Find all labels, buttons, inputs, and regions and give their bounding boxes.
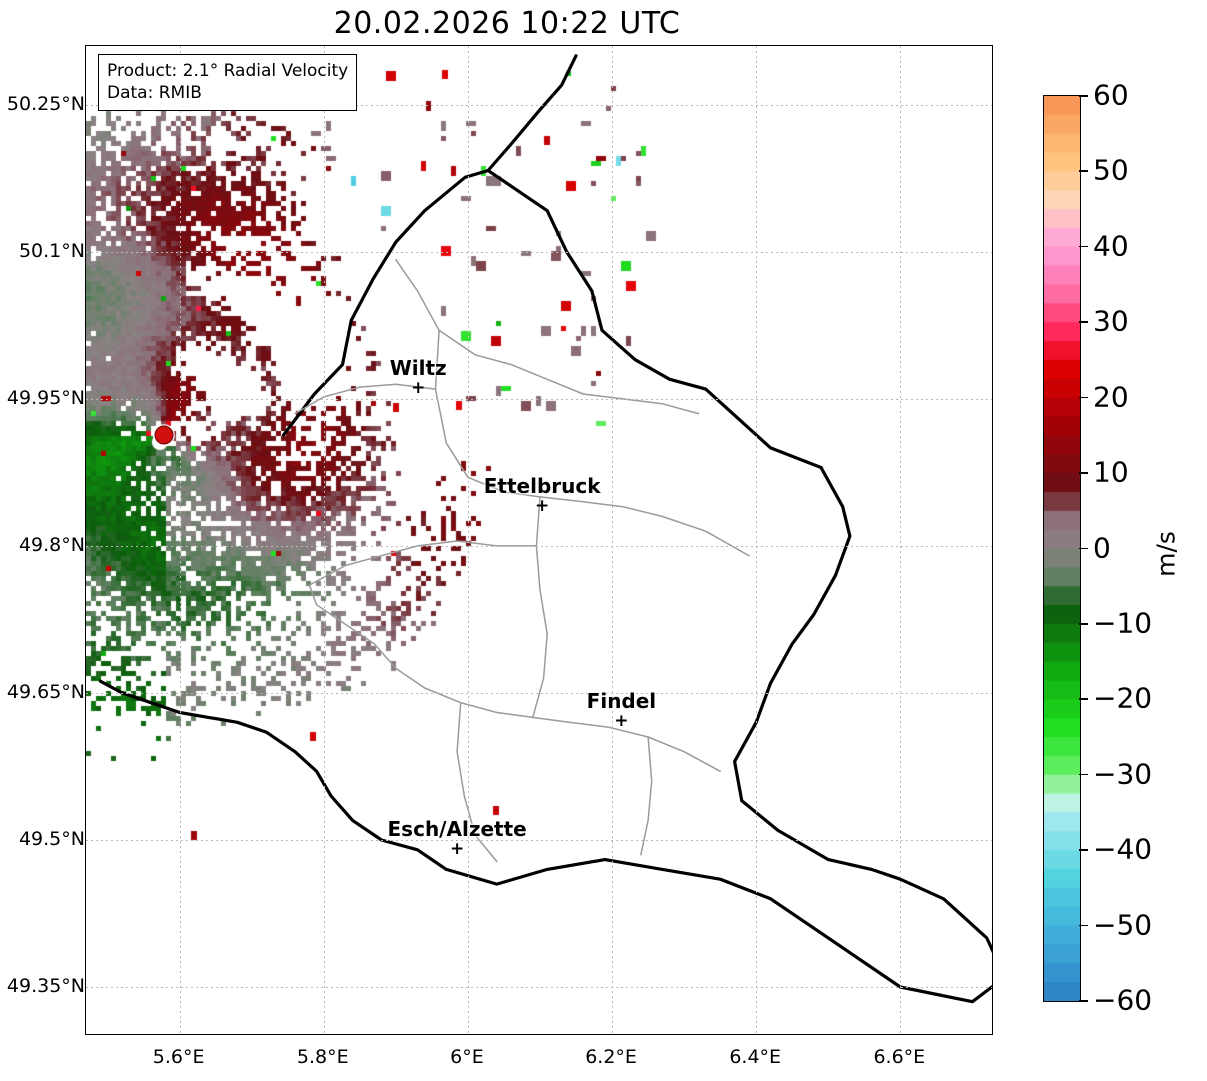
internal-boundary <box>395 258 584 395</box>
internal-boundary <box>582 393 700 415</box>
map-plot-area[interactable]: Product: 2.1° Radial Velocity Data: RMIB W… <box>85 45 993 1035</box>
internal-boundary <box>456 701 498 863</box>
internal-boundary <box>308 564 376 645</box>
city-label: Ettelbruck <box>483 473 601 498</box>
page-title: 20.02.2026 10:22 UTC <box>333 6 681 41</box>
city-marker-findel: Findel + <box>586 689 657 732</box>
colorbar-tickmark <box>1079 472 1088 474</box>
y-axis-tick-label: 49.95°N <box>6 386 85 409</box>
colorbar-tick-label: 20 <box>1093 380 1129 414</box>
internal-boundary <box>640 736 653 856</box>
colorbar-tick-label: 60 <box>1093 78 1129 112</box>
y-axis-tick-label: 50.1°N <box>18 239 85 262</box>
radar-velocity-layer <box>86 46 992 1034</box>
product-info-box: Product: 2.1° Radial Velocity Data: RMIB <box>98 54 358 112</box>
x-axis-tick-label: 5.8°E <box>296 1046 349 1068</box>
info-product-line: Product: 2.1° Radial Velocity <box>107 61 349 81</box>
internal-boundary <box>539 496 750 557</box>
gridline-horizontal <box>86 545 992 547</box>
colorbar-tick-label: 10 <box>1093 455 1129 489</box>
colorbar-tick-label: 50 <box>1093 153 1129 187</box>
colorbar-tick-label: 0 <box>1093 531 1111 564</box>
x-axis-tick-label: 6.2°E <box>585 1046 637 1068</box>
x-axis-tick-label: 5.6°E <box>152 1046 205 1068</box>
colorbar-tickmark <box>1079 622 1088 625</box>
colorbar-tick-label: 40 <box>1093 229 1129 263</box>
city-marker-esch-alzette: Esch/Alzette + <box>387 816 527 859</box>
colorbar-tick-label: −30 <box>1093 757 1153 791</box>
gridline-vertical <box>612 46 614 1034</box>
colorbar-tickmark <box>1079 547 1088 550</box>
city-point-icon: + <box>614 711 629 732</box>
gridline-vertical <box>323 46 325 1034</box>
city-point-icon: + <box>411 378 426 399</box>
colorbar-tickmark <box>1079 849 1088 851</box>
map-clip: Product: 2.1° Radial Velocity Data: RMIB W… <box>86 46 992 1034</box>
city-label: Findel <box>586 689 657 714</box>
colorbar-tickmark <box>1079 1000 1088 1002</box>
gridline-vertical <box>179 46 181 1034</box>
colorbar-tick-label: 30 <box>1093 304 1129 338</box>
colorbar-unit-label: m/s <box>1151 531 1181 577</box>
colorbar-tickmark <box>1079 95 1088 97</box>
internal-boundary <box>344 540 538 567</box>
colorbar-tickmark <box>1079 773 1088 776</box>
colorbar-tick-label: −10 <box>1093 606 1153 640</box>
gridline-horizontal <box>86 692 992 694</box>
city-marker-wiltz: Wiltz + <box>389 356 447 399</box>
gridline-horizontal <box>86 839 992 841</box>
colorbar-tick-label: −40 <box>1093 832 1153 866</box>
colorbar-tick-label: −20 <box>1093 681 1153 715</box>
gridline-horizontal <box>86 398 992 400</box>
x-axis-tick-label: 6°E <box>450 1046 484 1068</box>
country-border-luxembourg <box>98 168 992 1004</box>
x-axis-tick-label: 6.4°E <box>729 1046 782 1068</box>
internal-boundary <box>532 496 548 719</box>
internal-boundary <box>373 643 534 719</box>
internal-boundary <box>434 329 541 498</box>
gridline-horizontal <box>86 986 992 988</box>
y-axis-tick-label: 49.65°N <box>6 680 85 703</box>
gridline-vertical <box>467 46 469 1034</box>
radar-site-icon <box>154 425 174 445</box>
internal-boundary <box>532 716 721 773</box>
gridline-vertical <box>756 46 758 1034</box>
x-axis-tick-label: 6.6°E <box>873 1046 926 1068</box>
colorbar-tick-label: −60 <box>1093 983 1153 1017</box>
city-marker-ettelbruck: Ettelbruck + <box>483 473 601 516</box>
info-data-line: Data: RMIB <box>107 83 202 104</box>
colorbar-tickmark <box>1079 170 1088 172</box>
y-axis-tick-label: 50.25°N <box>6 92 85 115</box>
colorbar-tickmark <box>1079 321 1088 323</box>
gridline-vertical <box>900 46 902 1034</box>
colorbar-tickmark <box>1079 698 1088 700</box>
gridline-horizontal <box>86 104 992 106</box>
gridline-horizontal <box>86 251 992 253</box>
geography-layer <box>98 54 992 1004</box>
colorbar-tickmark <box>1079 396 1088 399</box>
colorbar-tickmark <box>1079 924 1088 927</box>
colorbar-tickmark <box>1079 245 1088 248</box>
y-axis-tick-label: 49.8°N <box>18 533 85 556</box>
colorbar-gradient <box>1043 95 1081 1002</box>
radar-site-dot <box>154 425 174 445</box>
city-label: Esch/Alzette <box>387 816 527 841</box>
internal-boundary <box>294 383 437 415</box>
city-label: Wiltz <box>389 356 447 381</box>
city-point-icon: + <box>535 495 550 516</box>
colorbar-tick-label: −50 <box>1093 908 1153 942</box>
colorbar[interactable]: 60 50 40 30 20 10 0 −10 −20 −30 −40 −50 −60 <box>1043 79 1152 1017</box>
city-point-icon: + <box>449 838 465 859</box>
y-axis-tick-label: 49.35°N <box>6 974 85 997</box>
y-axis-tick-label: 49.5°N <box>18 827 85 850</box>
country-border-germany <box>486 54 578 173</box>
